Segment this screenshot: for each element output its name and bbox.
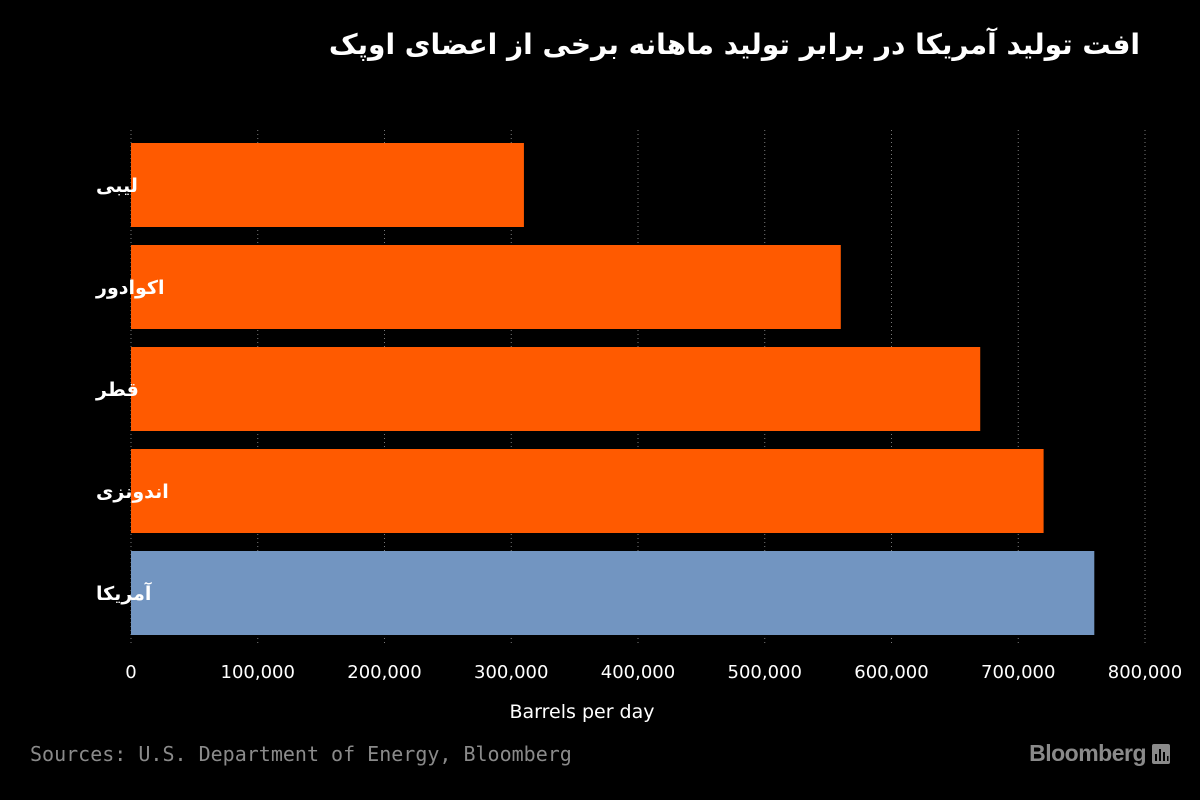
bloomberg-chart-icon bbox=[1152, 744, 1170, 764]
category-label: قطر bbox=[95, 379, 139, 401]
bar bbox=[131, 347, 981, 431]
bar bbox=[131, 551, 1095, 635]
x-tick-label: 800,000 bbox=[1108, 662, 1182, 683]
category-label: آمریکا bbox=[96, 581, 152, 605]
x-tick-label: 700,000 bbox=[981, 662, 1055, 683]
x-tick-label: 400,000 bbox=[601, 662, 675, 683]
bar bbox=[131, 143, 524, 227]
bar bbox=[131, 449, 1044, 533]
x-axis-label: Barrels per day bbox=[509, 701, 654, 723]
x-tick-label: 500,000 bbox=[728, 662, 802, 683]
category-label: اندونزی bbox=[96, 481, 169, 503]
source-note: Sources: U.S. Department of Energy, Bloo… bbox=[30, 742, 572, 766]
bars bbox=[131, 143, 1095, 635]
x-tick-label: 600,000 bbox=[854, 662, 928, 683]
x-tick-labels: 0 100,000 200,000 300,000 400,000 500,000 600,… bbox=[125, 662, 1182, 683]
x-tick-label: 300,000 bbox=[474, 662, 548, 683]
x-tick-label: 100,000 bbox=[221, 662, 295, 683]
bar bbox=[131, 245, 841, 329]
category-labels: لیبی اکوادور قطر اندونزی آمریکا bbox=[95, 175, 169, 605]
chart-title: افت تولید آمریکا در برابر تولید ماهانه ب… bbox=[328, 28, 1140, 61]
category-label: لیبی bbox=[96, 175, 138, 197]
bar-chart: لیبی اکوادور قطر اندونزی آمریکا 0 100,000 200,… bbox=[95, 130, 1182, 723]
x-tick-label: 0 bbox=[125, 662, 136, 683]
category-label: اکوادور bbox=[95, 277, 165, 299]
bloomberg-logo: Bloomberg bbox=[1029, 740, 1146, 766]
x-tick-label: 200,000 bbox=[347, 662, 421, 683]
